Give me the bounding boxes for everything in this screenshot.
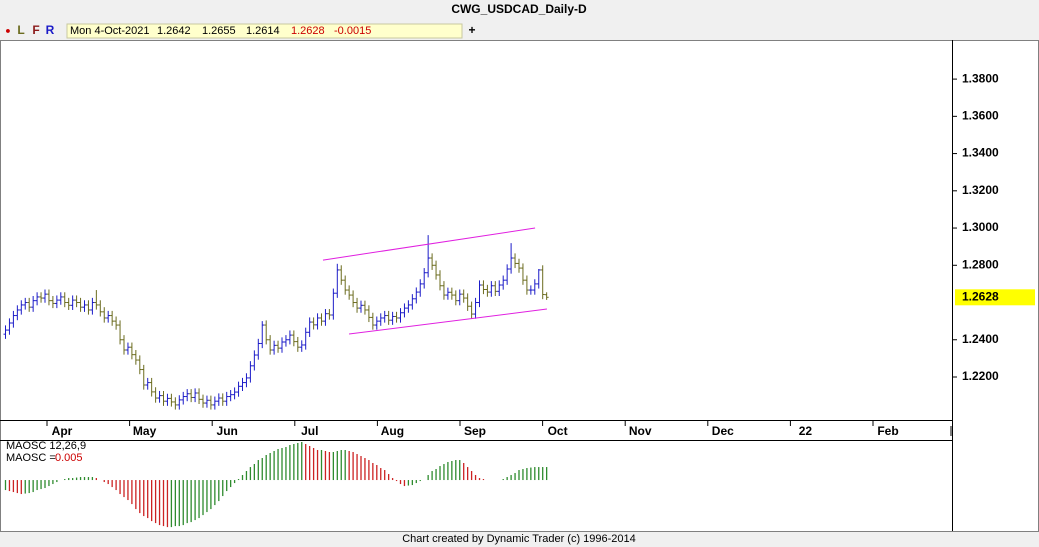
y-tick-label: 1.2400	[962, 332, 999, 346]
toolbar-button[interactable]: F	[32, 23, 39, 37]
info-open: 1.2642	[157, 25, 191, 37]
x-tick-label: Apr	[52, 424, 73, 438]
indicator-prefix: MAOSC =	[6, 452, 56, 464]
x-tick-label: May	[133, 424, 157, 438]
trendline	[322, 227, 536, 261]
indicator-value: 0.005	[55, 452, 83, 464]
x-tick-label: Jul	[301, 424, 318, 438]
info-date: Mon 4-Oct-2021	[70, 25, 149, 37]
record-dot[interactable]: ●	[5, 25, 10, 35]
info-change: -0.0015	[334, 25, 371, 37]
trendline	[348, 308, 548, 335]
y-tick-label: 1.3000	[962, 220, 999, 234]
x-tick-label: Nov	[629, 424, 652, 438]
y-tick-label: 1.2200	[962, 369, 999, 383]
x-tick-label: Feb	[877, 424, 898, 438]
last-price-box	[955, 289, 1035, 306]
x-tick-label: Aug	[381, 424, 404, 438]
indicator-name: MAOSC 12,26,9	[6, 440, 86, 452]
x-tick-label: Oct	[548, 424, 568, 438]
info-low: 1.2614	[246, 25, 280, 37]
x-tick-label: Jun	[217, 424, 238, 438]
y-tick-label: 1.3600	[962, 109, 999, 123]
footer: Chart created by Dynamic Trader (c) 1996…	[402, 533, 636, 545]
crosshair-button[interactable]: +	[468, 23, 475, 37]
x-tick-label: 22	[799, 424, 813, 438]
chart-area	[0, 40, 1039, 532]
y-tick-label: 1.3400	[962, 146, 999, 160]
toolbar-button[interactable]: R	[46, 23, 55, 37]
x-tick-label: Dec	[712, 424, 734, 438]
y-tick-label: 1.2800	[962, 257, 999, 271]
info-box	[66, 23, 463, 39]
x-tick-label: Sep	[464, 424, 486, 438]
info-close: 1.2628	[291, 25, 325, 37]
toolbar-button[interactable]: L	[17, 23, 24, 37]
y-tick-label: 1.3800	[962, 71, 999, 85]
chart-title: CWG_USDCAD_Daily-D	[451, 2, 587, 16]
last-price-label: 1.2628	[962, 289, 999, 303]
y-tick-label: 1.3200	[962, 183, 999, 197]
info-high: 1.2655	[202, 25, 236, 37]
